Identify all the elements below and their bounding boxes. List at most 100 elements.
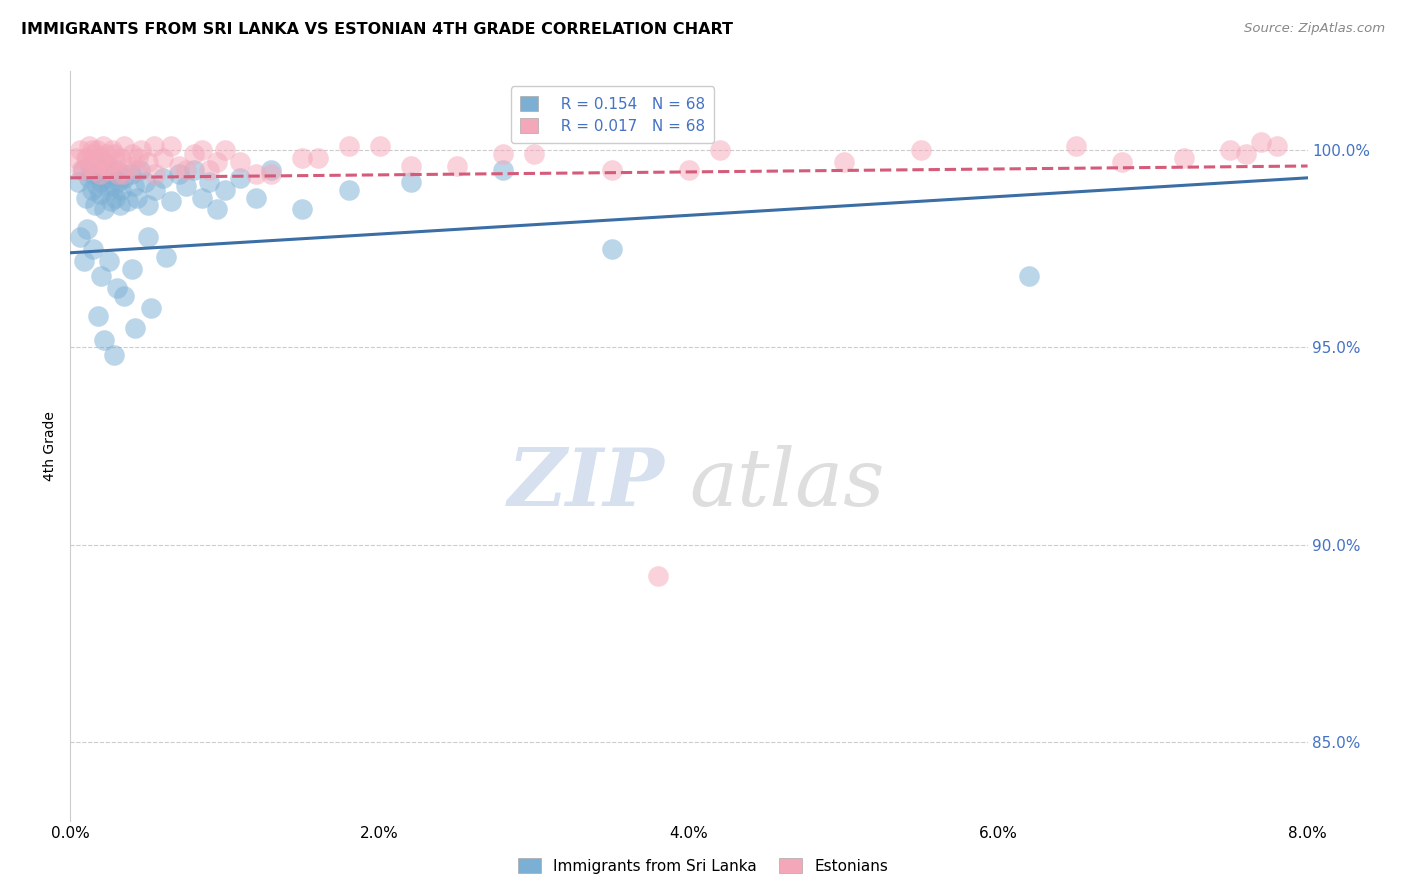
Point bbox=[709, 143, 731, 157]
Point bbox=[142, 139, 165, 153]
Point bbox=[291, 202, 314, 217]
Point bbox=[245, 190, 267, 204]
Point bbox=[87, 163, 110, 178]
Point bbox=[76, 151, 98, 165]
Point bbox=[84, 163, 107, 178]
Point bbox=[131, 143, 153, 157]
Point bbox=[136, 155, 159, 169]
Point bbox=[93, 333, 115, 347]
Point bbox=[117, 194, 139, 209]
Point bbox=[647, 569, 669, 583]
Point bbox=[1234, 147, 1257, 161]
Point bbox=[183, 147, 205, 161]
Point bbox=[91, 139, 114, 153]
Point bbox=[103, 348, 125, 362]
Point bbox=[104, 190, 127, 204]
Y-axis label: 4th Grade: 4th Grade bbox=[44, 411, 58, 481]
Point bbox=[125, 163, 148, 178]
Point bbox=[98, 183, 120, 197]
Point bbox=[1018, 269, 1040, 284]
Point bbox=[125, 190, 148, 204]
Point bbox=[399, 159, 422, 173]
Point bbox=[167, 167, 190, 181]
Point bbox=[1265, 139, 1288, 153]
Point bbox=[80, 143, 103, 157]
Text: ZIP: ZIP bbox=[508, 445, 664, 522]
Point bbox=[523, 147, 546, 161]
Point bbox=[134, 175, 156, 189]
Point bbox=[145, 167, 166, 181]
Point bbox=[87, 155, 110, 169]
Point bbox=[120, 167, 142, 181]
Point bbox=[90, 269, 112, 284]
Point bbox=[79, 159, 101, 173]
Point bbox=[368, 139, 391, 153]
Point bbox=[129, 163, 152, 178]
Point bbox=[114, 170, 135, 185]
Point bbox=[90, 151, 112, 165]
Point bbox=[136, 198, 159, 212]
Point bbox=[198, 163, 221, 178]
Point bbox=[107, 175, 129, 189]
Point bbox=[96, 159, 118, 173]
Point bbox=[127, 151, 149, 165]
Point bbox=[98, 253, 120, 268]
Text: IMMIGRANTS FROM SRI LANKA VS ESTONIAN 4TH GRADE CORRELATION CHART: IMMIGRANTS FROM SRI LANKA VS ESTONIAN 4T… bbox=[21, 22, 733, 37]
Point bbox=[155, 250, 177, 264]
Point bbox=[93, 202, 115, 217]
Point bbox=[70, 163, 93, 178]
Point bbox=[94, 170, 117, 185]
Point bbox=[90, 175, 112, 189]
Point bbox=[103, 178, 125, 193]
Point bbox=[103, 147, 125, 161]
Point bbox=[79, 159, 101, 173]
Point bbox=[291, 151, 314, 165]
Point bbox=[191, 190, 214, 204]
Point bbox=[65, 151, 87, 165]
Point bbox=[69, 143, 91, 157]
Point bbox=[73, 253, 96, 268]
Point bbox=[1111, 155, 1133, 169]
Point bbox=[1250, 136, 1272, 150]
Point bbox=[152, 151, 174, 165]
Point bbox=[69, 230, 91, 244]
Point bbox=[101, 167, 124, 181]
Point bbox=[105, 281, 128, 295]
Point bbox=[307, 151, 329, 165]
Point bbox=[124, 320, 146, 334]
Point bbox=[89, 167, 111, 181]
Point bbox=[399, 175, 422, 189]
Point bbox=[111, 167, 134, 181]
Point bbox=[832, 155, 855, 169]
Point bbox=[214, 183, 236, 197]
Point bbox=[191, 143, 214, 157]
Point bbox=[337, 183, 360, 197]
Point bbox=[110, 183, 132, 197]
Text: atlas: atlas bbox=[689, 445, 884, 522]
Point bbox=[75, 190, 97, 204]
Point bbox=[108, 198, 131, 212]
Point bbox=[107, 167, 129, 181]
Point bbox=[77, 139, 100, 153]
Point bbox=[104, 155, 127, 169]
Point bbox=[100, 194, 122, 209]
Point bbox=[229, 155, 252, 169]
Point bbox=[229, 170, 252, 185]
Point bbox=[174, 163, 197, 178]
Point bbox=[136, 230, 159, 244]
Point bbox=[82, 147, 105, 161]
Point bbox=[87, 309, 110, 323]
Point bbox=[152, 170, 174, 185]
Point bbox=[214, 143, 236, 157]
Point bbox=[207, 202, 229, 217]
Point bbox=[260, 167, 283, 181]
Legend:   R = 0.154   N = 68,   R = 0.017   N = 68: R = 0.154 N = 68, R = 0.017 N = 68 bbox=[510, 87, 714, 143]
Point bbox=[167, 159, 190, 173]
Point bbox=[600, 163, 623, 178]
Point bbox=[121, 147, 143, 161]
Point bbox=[492, 163, 515, 178]
Legend: Immigrants from Sri Lanka, Estonians: Immigrants from Sri Lanka, Estonians bbox=[512, 852, 894, 880]
Point bbox=[1064, 139, 1087, 153]
Point bbox=[492, 147, 515, 161]
Point bbox=[86, 178, 108, 193]
